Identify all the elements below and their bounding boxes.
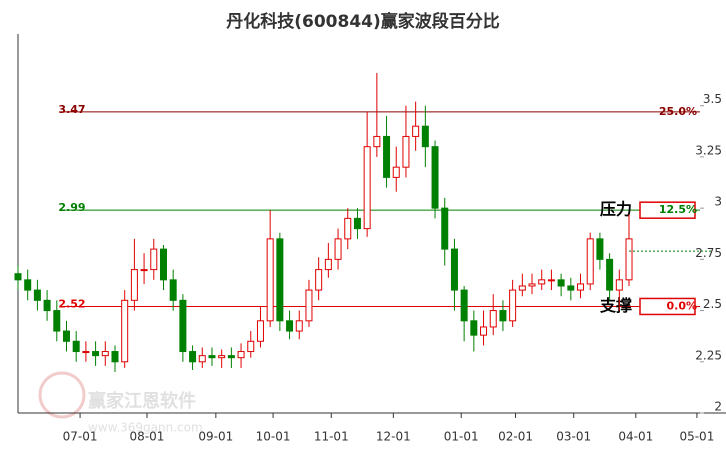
candle-body <box>334 238 342 260</box>
candle-body <box>509 289 517 322</box>
candle-body <box>189 351 197 363</box>
candle-body <box>266 238 274 322</box>
level-price-label: 3.47 <box>58 103 85 116</box>
candle-body <box>412 125 420 137</box>
x-tick-label: 12-01 <box>376 430 411 444</box>
percent-box <box>639 201 696 219</box>
candle-body <box>305 289 313 322</box>
y-tick-label: 2.75 <box>695 246 722 260</box>
watermark: 赢家江恩软件 www.369gann.com <box>38 371 203 435</box>
candle-body <box>460 289 468 322</box>
x-tick-label: 02-01 <box>498 430 533 444</box>
candle-body <box>101 351 109 357</box>
candle-body <box>480 326 488 336</box>
candle-body <box>72 340 80 353</box>
candle-body <box>286 320 294 332</box>
watermark-logo <box>38 371 86 419</box>
x-tick-label: 08-01 <box>130 430 165 444</box>
candle-body <box>557 279 565 287</box>
candle-body <box>421 125 429 148</box>
chart-title: 丹化科技(600844)赢家波段百分比 <box>226 11 500 32</box>
y-tick-label: 3 <box>714 195 722 209</box>
percent-box <box>639 297 696 316</box>
candle-body <box>353 217 361 230</box>
candle-body <box>373 135 381 148</box>
candle-body <box>295 320 303 332</box>
candle-body <box>130 269 138 301</box>
x-tick-label: 03-01 <box>556 430 591 444</box>
candle-body <box>247 340 255 353</box>
candle-body <box>140 269 148 272</box>
candle-body <box>324 258 332 271</box>
y-tick-label: 3.5 <box>703 92 722 106</box>
candle-body <box>392 166 400 178</box>
candle-body <box>256 320 264 342</box>
candle-body <box>150 248 158 271</box>
y-tick-label: 2.5 <box>703 297 722 311</box>
y-tick-label: 2.25 <box>695 348 722 362</box>
candle-body <box>14 273 22 281</box>
x-tick-label: 11-01 <box>314 430 349 444</box>
candle-body <box>121 299 129 363</box>
candle-body <box>470 320 478 336</box>
candle-body <box>547 279 555 282</box>
candle-body <box>383 135 391 178</box>
candle-body <box>615 279 623 291</box>
candle-body <box>62 330 70 342</box>
candle-body <box>43 299 51 312</box>
level-percent-label: 25.0% <box>659 105 697 118</box>
candle-body <box>577 283 585 291</box>
support-label: 支撑 <box>599 296 632 315</box>
resistance-label: 压力 <box>600 200 632 219</box>
candle-body <box>33 289 41 301</box>
candle-body <box>431 146 439 209</box>
candle-body <box>179 299 187 353</box>
candle-body <box>344 217 352 240</box>
candle-body <box>82 351 90 354</box>
candle-body <box>53 310 61 332</box>
candle-body <box>606 258 614 291</box>
candle-body <box>586 238 594 285</box>
candle-body <box>208 355 216 359</box>
candle-body <box>169 279 177 301</box>
candle-body <box>159 248 167 281</box>
candle-body <box>518 285 526 291</box>
candle-body <box>450 248 458 291</box>
candle-body <box>441 207 449 250</box>
candle-body <box>111 351 119 363</box>
level-price-label: 2.99 <box>58 201 85 214</box>
level-price-label: 2.52 <box>58 297 85 310</box>
candle-body <box>237 351 245 359</box>
candle-body <box>24 279 32 291</box>
candle-body <box>538 279 546 285</box>
level-percent-label: 0.0% <box>666 299 697 312</box>
x-tick-label: 01-01 <box>444 430 479 444</box>
candle-body <box>489 310 497 328</box>
candle-body <box>227 355 235 359</box>
candle-body <box>567 285 575 291</box>
level-percent-label: 12.5% <box>659 203 697 216</box>
y-tick-label: 3.25 <box>695 143 722 157</box>
candle-body <box>528 283 536 287</box>
candle-body <box>198 355 206 363</box>
candle-body <box>625 238 633 281</box>
candle-body <box>218 355 226 359</box>
x-tick-label: 09-01 <box>198 430 233 444</box>
watermark-name: 赢家江恩软件 <box>88 390 196 412</box>
candle-body <box>402 135 410 168</box>
candle-body <box>596 238 604 260</box>
candle-body <box>92 351 100 357</box>
candle-body <box>276 238 284 322</box>
candle-body <box>363 146 371 230</box>
candle-body <box>499 310 507 322</box>
y-tick-label: 2 <box>714 400 722 414</box>
x-tick-label: 10-01 <box>256 430 291 444</box>
x-tick-label: 04-01 <box>618 430 653 444</box>
candle-body <box>315 269 323 291</box>
x-tick-label: 07-01 <box>63 430 98 444</box>
watermark-url: www.369gann.com <box>88 421 203 435</box>
x-tick-label: 05-01 <box>679 430 714 444</box>
